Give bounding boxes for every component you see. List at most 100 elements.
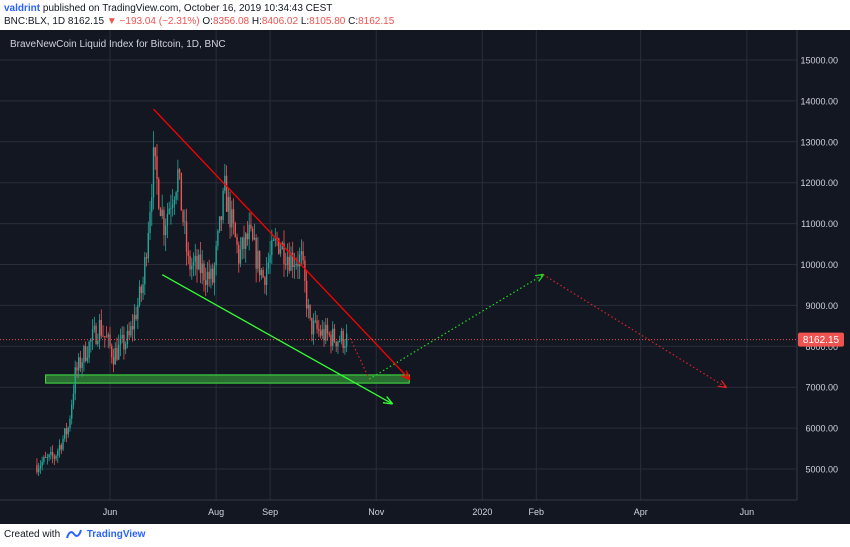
- footer: Created with TradingView: [0, 524, 850, 547]
- candle: [225, 165, 228, 213]
- candle-body: [154, 147, 156, 157]
- candle-body: [102, 335, 104, 337]
- candle-body: [255, 237, 257, 269]
- candle-body: [293, 265, 296, 268]
- candle: [262, 266, 264, 279]
- author-link[interactable]: valdrint: [4, 3, 41, 14]
- candle: [199, 242, 202, 284]
- candle-body: [69, 418, 71, 428]
- time-tick-label: Jun: [740, 507, 755, 517]
- candle-body: [302, 251, 304, 261]
- candle-body: [271, 240, 273, 256]
- candle-body: [112, 357, 115, 365]
- price-axis-ticks: 5000.00 6000.00 7000.00 8000.00 9000.00 10000…: [800, 56, 838, 475]
- candle-body: [262, 269, 264, 278]
- candle: [86, 346, 89, 364]
- candle: [239, 237, 242, 268]
- candle: [180, 172, 183, 211]
- candle-body: [60, 445, 62, 450]
- candle-body: [119, 338, 122, 345]
- candle: [46, 453, 49, 465]
- candle-body: [79, 357, 82, 369]
- candle: [213, 262, 216, 296]
- candle: [330, 330, 332, 354]
- candle-body: [62, 438, 64, 450]
- candle-body: [44, 456, 47, 458]
- candle-body: [187, 251, 189, 256]
- candle: [178, 168, 181, 180]
- candle-body: [161, 209, 163, 217]
- candle-body: [173, 199, 176, 205]
- created-with-label: Created with: [4, 529, 61, 540]
- candle-body: [191, 265, 193, 270]
- support-zone: [45, 374, 410, 384]
- candle: [236, 233, 238, 254]
- candle: [251, 226, 254, 242]
- candle-body: [74, 367, 76, 394]
- price-chart[interactable]: BraveNewCoin Liquid Index for Bitcoin, 1…: [0, 30, 850, 524]
- candle-body: [158, 179, 160, 209]
- candle: [154, 146, 156, 170]
- price-axis[interactable]: [797, 30, 850, 500]
- candle-body: [53, 456, 56, 459]
- candle-body: [304, 260, 306, 281]
- price-tick-label: 7000.00: [805, 383, 838, 393]
- candle-body: [258, 250, 261, 276]
- candle-body: [140, 286, 143, 294]
- candle-body: [218, 216, 221, 231]
- candle-body: [118, 344, 120, 360]
- candle-body: [58, 445, 61, 451]
- time-axis[interactable]: [0, 500, 850, 524]
- candle: [79, 350, 82, 372]
- candle: [208, 259, 210, 287]
- candle-body: [217, 230, 219, 246]
- candle-body: [288, 256, 290, 271]
- candle: [116, 337, 118, 362]
- candle: [345, 324, 348, 353]
- candle: [220, 216, 223, 231]
- candle: [271, 229, 273, 264]
- last-price-label-group: 8162.15: [798, 332, 844, 347]
- candle-body: [37, 468, 40, 473]
- candle-body: [285, 264, 287, 266]
- chart-background: [0, 30, 850, 524]
- candle-body: [312, 320, 315, 335]
- candle-body: [245, 233, 247, 249]
- candle: [337, 340, 339, 354]
- candle: [64, 427, 66, 442]
- candle-body: [65, 428, 68, 435]
- candle-body: [142, 284, 144, 294]
- time-tick-label: Nov: [368, 507, 385, 517]
- candle-body: [307, 304, 310, 309]
- close-value: 8162.15: [358, 16, 395, 27]
- candle: [166, 202, 169, 239]
- candle: [253, 223, 256, 241]
- time-tick-label: Jun: [103, 507, 118, 517]
- candle: [245, 231, 247, 263]
- candle-body: [123, 334, 125, 350]
- candle: [319, 324, 322, 339]
- publish-text: published on TradingView.com, October 16…: [42, 3, 333, 14]
- candle-body: [107, 334, 109, 337]
- candle-body: [76, 367, 78, 371]
- candle: [149, 200, 151, 241]
- candle-body: [88, 341, 90, 358]
- candle-body: [104, 336, 106, 337]
- candle: [100, 309, 102, 339]
- support-trend-line: [161, 274, 392, 404]
- candle: [74, 360, 76, 401]
- candle-body: [100, 319, 102, 336]
- candle-body: [325, 324, 327, 341]
- candle-body: [55, 455, 57, 459]
- candle-body: [321, 329, 323, 336]
- publish-info: valdrint published on TradingView.com, O…: [4, 3, 332, 14]
- price-tick-label: 13000.00: [800, 137, 838, 147]
- candle-body: [98, 319, 101, 342]
- candle-body: [184, 221, 186, 223]
- chart-title: BraveNewCoin Liquid Index for Bitcoin, 1…: [10, 39, 226, 50]
- candle-body: [278, 238, 280, 254]
- candle: [163, 206, 165, 246]
- candle-body: [180, 172, 183, 211]
- tradingview-brand-link[interactable]: TradingView: [86, 529, 146, 540]
- candle: [326, 318, 329, 341]
